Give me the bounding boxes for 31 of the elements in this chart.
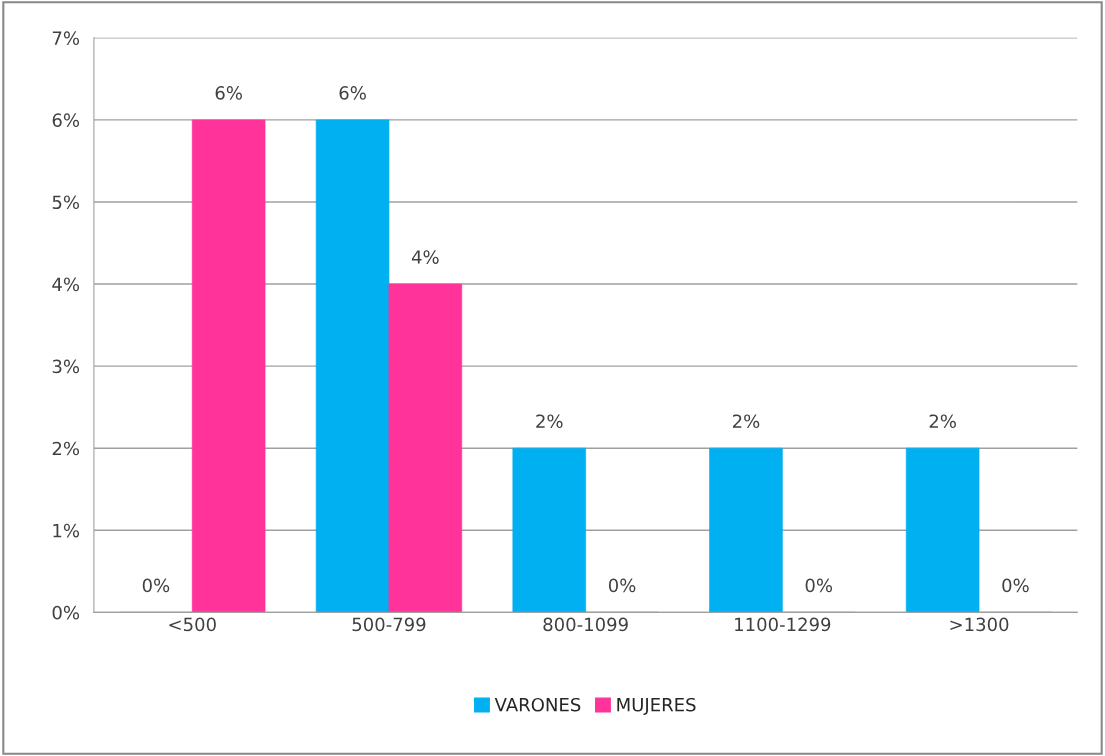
y-tick-label: 7% — [52, 31, 80, 45]
data-label: 2% — [929, 414, 956, 429]
bar — [709, 447, 783, 613]
data-label: 6% — [339, 86, 366, 100]
data-label: 0% — [805, 578, 833, 593]
legend-label: MUJERES — [617, 697, 696, 715]
data-label: 4% — [411, 250, 439, 264]
data-label: 2% — [536, 414, 563, 429]
y-tick-label: 6% — [52, 113, 80, 127]
data-label: 2% — [732, 414, 760, 429]
data-label: 0% — [608, 578, 636, 593]
bar — [315, 119, 390, 613]
bar — [388, 283, 463, 613]
y-tick-label: 3% — [52, 359, 80, 374]
data-label: 6% — [215, 86, 242, 100]
y-tick-label: 1% — [53, 523, 80, 538]
x-tick-label: 500-799 — [352, 617, 426, 632]
legend-label: VARONES — [494, 697, 581, 712]
y-tick-label: 4% — [52, 277, 80, 292]
x-tick-label: 1100-1299 — [735, 617, 831, 632]
bar — [512, 447, 586, 613]
bar — [905, 447, 980, 613]
y-tick-label: 5% — [52, 195, 80, 210]
x-tick-label: 800-1099 — [543, 617, 628, 632]
data-label: 0% — [142, 578, 170, 593]
bar — [191, 119, 266, 613]
x-tick-label: <500 — [169, 617, 216, 632]
data-label: 0% — [1002, 578, 1029, 593]
y-tick-label: 0% — [52, 605, 80, 620]
y-tick-label: 2% — [52, 441, 80, 456]
x-tick-label: >1300 — [950, 617, 1009, 632]
